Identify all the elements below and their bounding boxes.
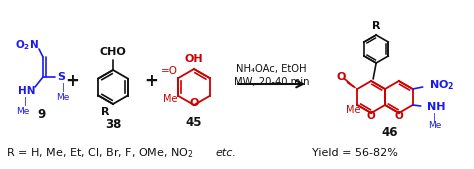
Text: |: |: [24, 98, 27, 106]
Text: etc.: etc.: [215, 148, 236, 158]
Text: =O: =O: [161, 66, 178, 76]
Text: Me: Me: [346, 105, 361, 115]
Text: |: |: [62, 83, 64, 92]
Text: R = H, Me, Et, Cl, Br, F, OMe, NO$_2$: R = H, Me, Et, Cl, Br, F, OMe, NO$_2$: [6, 146, 195, 160]
Text: O: O: [367, 111, 375, 121]
Text: NH₄OAc, EtOH: NH₄OAc, EtOH: [236, 64, 307, 74]
Text: $\mathregular{NO_2}$: $\mathregular{NO_2}$: [428, 78, 455, 92]
Text: $\mathregular{O_2N}$: $\mathregular{O_2N}$: [15, 38, 39, 52]
Text: O: O: [394, 111, 403, 121]
Text: Yield = 56-82%: Yield = 56-82%: [312, 148, 398, 158]
Text: Me: Me: [16, 106, 30, 115]
Text: NH: NH: [427, 102, 445, 112]
Text: +: +: [65, 72, 79, 90]
Text: +: +: [144, 72, 158, 90]
Text: Me: Me: [56, 92, 70, 102]
Text: 9: 9: [37, 108, 45, 122]
Text: CHO: CHO: [100, 47, 127, 57]
Text: O: O: [189, 98, 199, 108]
Text: OH: OH: [185, 54, 203, 64]
Text: MW, 20-40 min: MW, 20-40 min: [234, 77, 309, 87]
Text: R: R: [101, 107, 109, 117]
Text: 45: 45: [186, 116, 202, 129]
Text: |: |: [433, 114, 436, 123]
Text: S: S: [57, 72, 65, 82]
Text: HN: HN: [18, 86, 36, 96]
Text: 38: 38: [105, 117, 121, 130]
Text: 46: 46: [382, 127, 398, 139]
Text: R: R: [372, 21, 381, 31]
Text: Me: Me: [163, 94, 177, 104]
Text: Me: Me: [428, 122, 441, 130]
Text: O: O: [337, 72, 346, 82]
